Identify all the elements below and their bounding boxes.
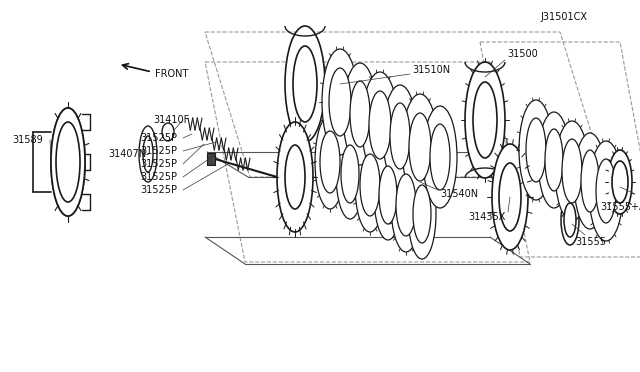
Ellipse shape xyxy=(423,106,457,208)
Ellipse shape xyxy=(350,81,370,147)
Ellipse shape xyxy=(162,123,174,141)
Ellipse shape xyxy=(277,122,313,232)
Ellipse shape xyxy=(430,124,450,190)
Ellipse shape xyxy=(581,150,599,212)
Text: 31525P: 31525P xyxy=(140,133,177,143)
Ellipse shape xyxy=(329,68,351,136)
Ellipse shape xyxy=(355,138,385,232)
Ellipse shape xyxy=(402,94,438,200)
Ellipse shape xyxy=(369,91,391,159)
Ellipse shape xyxy=(293,46,317,122)
Text: 31555: 31555 xyxy=(575,237,606,247)
Ellipse shape xyxy=(545,129,563,191)
Text: 31435X: 31435X xyxy=(468,212,506,222)
Ellipse shape xyxy=(285,145,305,209)
Ellipse shape xyxy=(608,150,632,214)
Text: 31407N: 31407N xyxy=(108,149,146,159)
Text: 31525P: 31525P xyxy=(140,185,177,195)
Ellipse shape xyxy=(391,158,421,252)
Ellipse shape xyxy=(413,185,431,243)
Ellipse shape xyxy=(390,103,410,169)
Text: J31501CX: J31501CX xyxy=(540,12,587,22)
Ellipse shape xyxy=(555,121,589,221)
Text: 31525P: 31525P xyxy=(140,159,177,169)
Bar xyxy=(207,153,215,165)
Ellipse shape xyxy=(612,161,628,203)
Ellipse shape xyxy=(379,166,397,224)
Ellipse shape xyxy=(538,112,570,208)
Ellipse shape xyxy=(562,139,582,203)
Ellipse shape xyxy=(409,113,431,181)
Ellipse shape xyxy=(320,131,340,193)
Ellipse shape xyxy=(526,118,546,182)
Ellipse shape xyxy=(383,85,417,187)
Ellipse shape xyxy=(473,82,497,158)
Ellipse shape xyxy=(408,169,436,259)
Text: 31510N: 31510N xyxy=(412,65,450,75)
Text: 31500: 31500 xyxy=(507,49,538,59)
Ellipse shape xyxy=(561,195,579,245)
Ellipse shape xyxy=(56,122,80,202)
Ellipse shape xyxy=(596,159,616,223)
Text: 31555+Δ: 31555+Δ xyxy=(600,202,640,212)
Ellipse shape xyxy=(322,49,358,155)
Ellipse shape xyxy=(499,163,521,231)
Ellipse shape xyxy=(51,108,85,216)
Ellipse shape xyxy=(362,72,398,178)
Ellipse shape xyxy=(341,145,359,203)
Text: 31410F: 31410F xyxy=(153,115,189,125)
Text: 31589: 31589 xyxy=(12,135,43,145)
Text: 31525P: 31525P xyxy=(140,146,177,156)
Ellipse shape xyxy=(519,100,553,200)
Ellipse shape xyxy=(139,126,157,182)
Text: 31540N: 31540N xyxy=(440,189,478,199)
Ellipse shape xyxy=(336,129,364,219)
Ellipse shape xyxy=(396,174,416,236)
Ellipse shape xyxy=(492,144,528,250)
Ellipse shape xyxy=(343,63,377,165)
Ellipse shape xyxy=(564,203,576,237)
Ellipse shape xyxy=(589,141,623,241)
Ellipse shape xyxy=(360,154,380,216)
Ellipse shape xyxy=(285,26,325,142)
Ellipse shape xyxy=(143,136,153,172)
Text: FRONT: FRONT xyxy=(155,69,188,79)
Ellipse shape xyxy=(315,115,345,209)
Ellipse shape xyxy=(58,124,78,200)
Ellipse shape xyxy=(51,108,85,216)
Ellipse shape xyxy=(374,150,402,240)
Text: 31525P: 31525P xyxy=(140,172,177,182)
Ellipse shape xyxy=(574,133,606,229)
Ellipse shape xyxy=(465,62,505,178)
